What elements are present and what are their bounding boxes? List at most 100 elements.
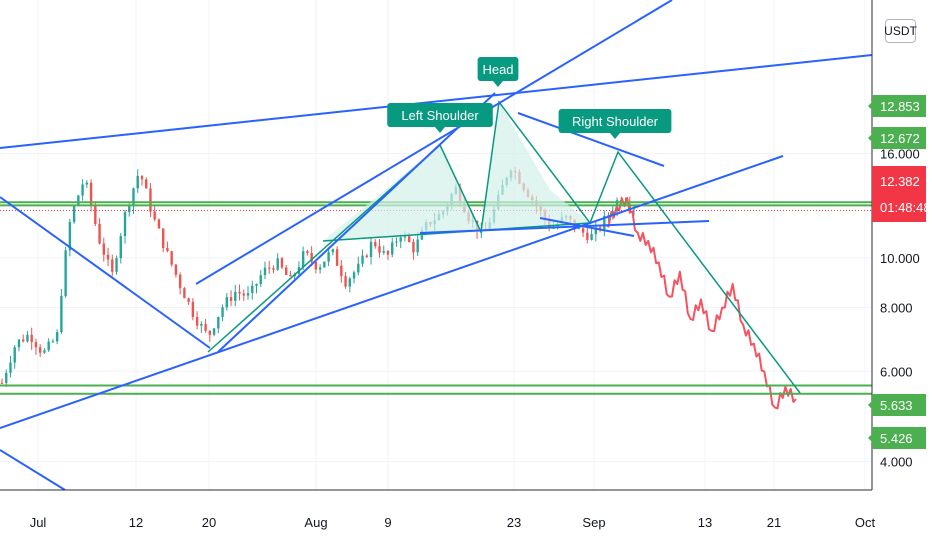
candle-body xyxy=(178,274,182,289)
candle-body xyxy=(314,261,318,270)
countdown-text: 01:48:48 xyxy=(880,200,931,215)
candle xyxy=(195,311,199,330)
candle xyxy=(115,255,118,275)
price-tag-box xyxy=(872,427,926,449)
candle xyxy=(234,284,237,307)
candle-body xyxy=(72,205,76,223)
currency-unit-button[interactable]: USDT xyxy=(884,19,917,43)
candle-body xyxy=(13,347,16,363)
candle-body xyxy=(318,267,322,270)
candle-body xyxy=(212,328,216,335)
candle-body xyxy=(200,323,203,326)
candle-body xyxy=(378,246,381,253)
price-tick-label: 6.000 xyxy=(880,364,913,379)
candle-body xyxy=(229,297,233,301)
current-price-box xyxy=(872,166,926,222)
candle-body xyxy=(348,278,352,287)
annotation-box xyxy=(477,57,519,81)
price-tag-text: 12.672 xyxy=(880,131,920,146)
candle-body xyxy=(43,350,46,353)
price-tags: 12.853 12.672 12.382 01:48:48 5.633 5.426 xyxy=(868,95,931,449)
time-tick-label: Sep xyxy=(582,515,605,530)
candle-body xyxy=(51,341,55,343)
candle xyxy=(106,247,110,267)
current-price-text: 12.382 xyxy=(880,174,920,189)
candle-body xyxy=(183,288,186,299)
candle xyxy=(51,338,55,343)
candle-body xyxy=(335,249,339,266)
price-tag-pointer xyxy=(868,134,872,142)
candle-body xyxy=(128,206,131,213)
candle-body xyxy=(280,258,284,268)
trend-line xyxy=(0,449,66,491)
candle xyxy=(416,232,419,256)
candle-body xyxy=(365,255,368,257)
candle-body xyxy=(284,267,288,275)
candle xyxy=(132,187,135,214)
candle xyxy=(60,288,63,334)
candle-body xyxy=(403,235,407,238)
annotation-text: Right Shoulder xyxy=(572,114,659,129)
candle-body xyxy=(187,298,190,302)
candle xyxy=(119,233,122,264)
time-axis: Jul 12 20 Aug 9 23 Sep 13 21 Oct xyxy=(30,515,876,530)
candle xyxy=(378,239,381,258)
candle-body xyxy=(238,291,241,294)
candle-body xyxy=(412,241,415,253)
candle xyxy=(335,246,339,266)
time-tick-label: 21 xyxy=(767,515,781,530)
candle-body xyxy=(382,251,385,253)
price-tag-level-high: 12.853 xyxy=(868,95,926,117)
candle xyxy=(22,334,25,343)
price-tag-current: 12.382 01:48:48 xyxy=(872,166,931,222)
candle-body xyxy=(386,251,390,255)
time-axis-bg xyxy=(0,490,932,550)
price-tag-pointer xyxy=(868,401,872,409)
candle xyxy=(123,209,127,244)
candle-body xyxy=(289,274,292,277)
candle-body xyxy=(369,241,373,257)
candle-body xyxy=(217,316,220,329)
candle xyxy=(174,264,178,278)
candle xyxy=(140,175,144,186)
candle xyxy=(212,327,216,337)
candle-body xyxy=(344,276,347,287)
candle xyxy=(246,286,250,300)
candle xyxy=(340,260,343,283)
candle xyxy=(272,265,275,274)
price-tag-pointer xyxy=(868,102,872,110)
candle xyxy=(255,283,258,294)
candle xyxy=(352,270,356,284)
time-tick-label: 9 xyxy=(384,515,391,530)
candle-body xyxy=(191,301,195,318)
annotation-pointer xyxy=(493,81,503,87)
candle-body xyxy=(301,251,305,267)
price-tag-pointer xyxy=(868,434,872,442)
candle-body xyxy=(68,222,72,251)
trend-line xyxy=(217,92,496,353)
candle-body xyxy=(352,272,356,279)
candle-body xyxy=(242,293,245,296)
candle-body xyxy=(5,372,8,383)
candle xyxy=(314,260,318,274)
candle xyxy=(365,253,368,258)
candle xyxy=(136,169,139,193)
trend-line xyxy=(419,220,710,234)
candle-body xyxy=(140,176,144,180)
candle-body xyxy=(55,332,59,342)
candle xyxy=(102,237,105,262)
trend-line xyxy=(517,112,665,167)
candle-body xyxy=(161,228,165,249)
candle-body xyxy=(170,251,173,265)
candle xyxy=(327,248,330,266)
candle-body xyxy=(94,204,97,224)
time-tick-label: 13 xyxy=(698,515,712,530)
annotation-left-shoulder: Left Shoulder xyxy=(387,103,493,133)
annotation-pointer xyxy=(435,127,445,133)
price-tick-label: 16.000 xyxy=(880,147,920,162)
grid-lines xyxy=(0,0,872,490)
candle-body xyxy=(26,334,29,342)
candle-body xyxy=(204,323,207,331)
price-tag-text: 5.633 xyxy=(880,398,913,413)
